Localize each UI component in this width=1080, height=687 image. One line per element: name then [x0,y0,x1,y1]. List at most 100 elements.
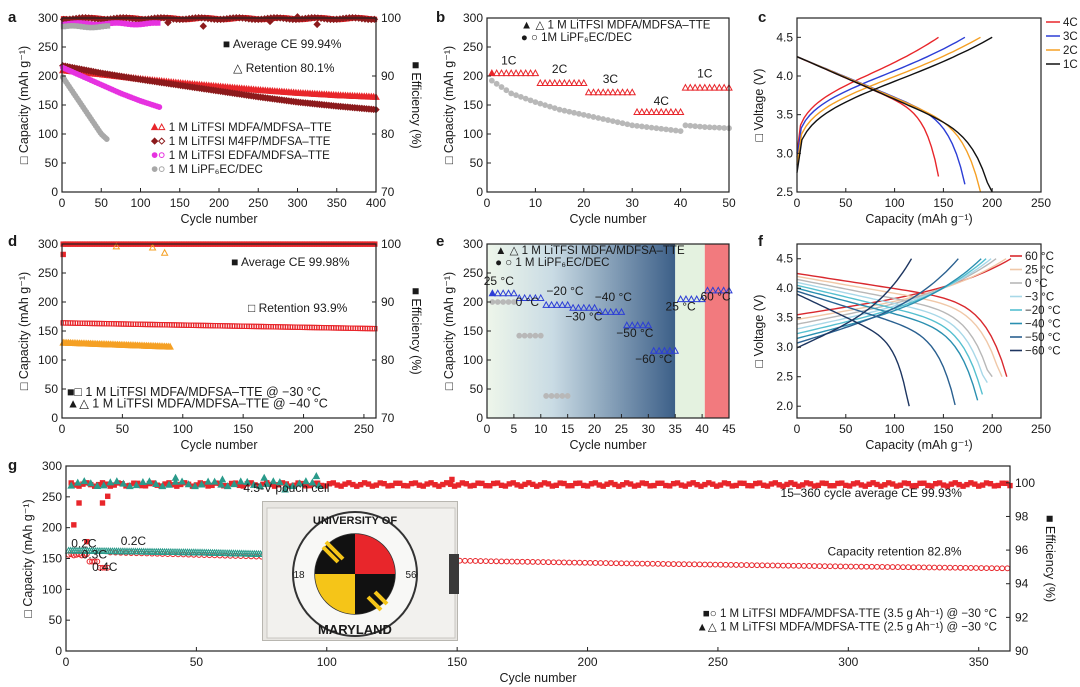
capacity-point [696,561,703,568]
rate-point [590,114,597,120]
y-tick-label: 4.5 [776,30,793,44]
rate-point [638,123,645,130]
y-tick-label: 50 [49,613,63,627]
efficiency-outlier [105,493,111,499]
rate-label: 2C [552,62,568,76]
efficiency-point [289,481,297,490]
efficiency-outlier [84,538,90,545]
efficiency-point [99,481,108,489]
rate-point [691,83,699,91]
room-temp-band [675,244,705,418]
capacity-point [592,560,599,566]
capacity-point [983,565,990,571]
rate-point [596,307,604,315]
rate-point [642,107,651,115]
capacity-point [754,562,760,569]
rate-point [537,100,544,107]
y-tick-label: 150 [463,324,483,338]
x-tick-label: 20 [588,422,602,436]
capacity-point [649,560,656,567]
y-right-tick-label: 80 [381,353,395,367]
efficiency-point [243,477,252,485]
rate-point [633,321,642,329]
rate-point [526,69,535,77]
y-tick-label: 250 [463,40,483,54]
y-right-tick-label: 100 [381,11,401,25]
x-tick-label: 200 [578,655,598,669]
capacity-point [988,565,995,572]
x-tick-label: 15 [561,422,575,436]
y-axis-label: □ Capacity (mAh g⁻¹) [17,46,31,164]
temperature-label: 60 °C [700,289,730,303]
panel-label-a: a [8,9,17,26]
rate-point [553,300,561,308]
discharge-curve [796,272,1008,377]
x-tick-label: 0 [63,655,70,669]
capacity-point [561,559,567,566]
temperature-label: −60 °C [635,352,672,366]
y-right-tick-label: 70 [381,185,395,199]
y-tick-label: 100 [42,582,62,596]
capacity-point [910,564,917,571]
rate-label: 1C [501,53,517,67]
rate-point [623,88,632,96]
x-tick-label: 25 [615,422,629,436]
y-right-axis-label: ■ Efficiency (%) [409,287,423,374]
rate-point [677,128,684,135]
rate-label: 4C [654,94,670,108]
rate-point [676,107,685,115]
rate-point [617,307,626,315]
temperature-label: −50 °C [616,326,653,340]
rate-point [517,93,524,100]
efficiency-point [295,479,304,487]
x-tick-label: 200 [294,422,314,436]
capacity-point [602,560,609,566]
rate-point [576,110,582,117]
efficiency-outlier [218,475,227,483]
y-tick-label: 3.5 [776,311,793,325]
y-right-axis-label: ■ Efficiency (%) [409,61,423,148]
y-right-tick-label: 90 [381,295,395,309]
y-tick-label: 200 [42,521,62,535]
legend-label: 0 °C [1025,278,1048,290]
capacity-point [582,559,588,566]
x-tick-label: 150 [447,655,467,669]
rate-label: 0.2C [121,534,147,548]
discharge-curve [796,293,910,407]
rate-point [537,332,544,339]
capacity-point [509,558,515,565]
rate-point [503,87,510,94]
annotation: 4.5-V pouch cell [243,481,329,495]
efficiency-outlier [312,472,321,480]
annotation: ■ Average CE 99.98% [231,255,350,269]
capacity-point [780,562,787,569]
charge-curve [796,36,981,166]
capacity-point [926,564,933,571]
efficiency-point [155,20,161,26]
efficiency-point [158,482,167,490]
efficiency-point [139,478,147,486]
rate-point [687,122,694,129]
efficiency-point [223,482,232,490]
y-tick-label: 150 [38,98,58,112]
legend-marker [158,152,165,159]
y-tick-label: 300 [38,237,58,251]
capacity-point [488,558,494,565]
capacity-point [608,560,614,567]
rate-point [647,107,656,115]
x-axis-label: Cycle number [569,438,646,452]
rate-point [580,111,587,118]
rate-point [505,299,512,305]
hot-region-band [704,244,729,418]
rate-point [510,289,518,297]
legend-label: ▲△ 1 M LiTFSI MDFA/MDFSA-TTE (2.5 g Ah⁻¹… [697,622,997,634]
legend-label: ■○ 1 M LiTFSI MDFA/MDFSA-TTE (3.5 g Ah⁻¹… [703,608,997,620]
x-tick-label: 40 [674,196,688,210]
x-tick-label: 50 [722,196,736,210]
panel-label-b: b [436,9,445,26]
x-tick-label: 30 [626,196,640,210]
efficiency-point [217,480,226,488]
rate-point [590,303,599,311]
x-tick-label: 40 [695,422,709,436]
plot-frame-f [796,243,1042,419]
